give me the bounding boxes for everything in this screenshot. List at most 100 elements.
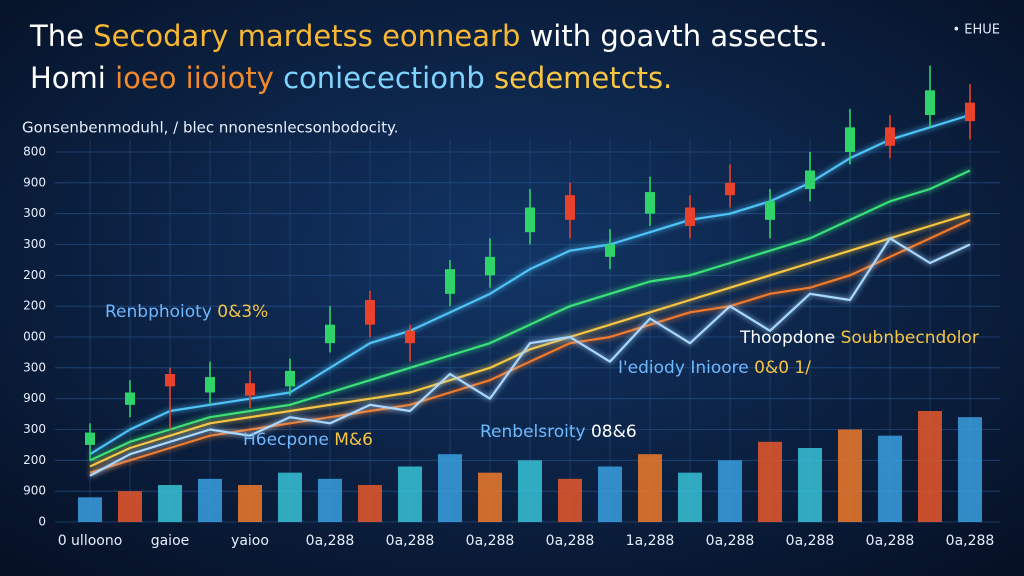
annotation-part: Soubnbecndolor: [841, 328, 979, 348]
y-tick-label: 000: [23, 330, 46, 344]
candle-body: [405, 330, 415, 344]
title-line: Homi ioeo iioioty coniecectionb sedemetc…: [30, 61, 672, 95]
y-tick-label: 900: [23, 175, 46, 189]
volume-bar: [718, 460, 742, 522]
candle-body: [965, 102, 975, 122]
x-tick-label: gaioe: [151, 533, 190, 549]
candle-body: [525, 207, 535, 233]
volume-bar: [198, 478, 222, 522]
candle-body: [725, 182, 735, 196]
line-layer: [89, 113, 971, 477]
volume-bar: [158, 485, 182, 522]
x-tick-label: 0 ulloono: [58, 533, 123, 549]
volume-bar: [958, 417, 982, 522]
volume-bar: [558, 478, 582, 522]
volume-bar: [638, 454, 662, 522]
x-tick-label: 0a,288: [866, 533, 915, 549]
volume-bar: [518, 460, 542, 522]
candle-body: [365, 300, 375, 325]
label-layer: 0 900 200 300 900 300 000 200 200 300 300 900 800 0 u…: [22, 19, 1000, 549]
y-tick-label: 300: [23, 237, 46, 251]
title-line-part: ioeo iioioty: [115, 61, 274, 95]
candle-body: [245, 383, 255, 396]
title-line-part: coniecectionb: [283, 61, 485, 95]
y-tick-label: 200: [23, 453, 46, 467]
title-line: The Secodary mardetss eonnearb with goav…: [29, 19, 828, 53]
x-tick-label: 0a,288: [546, 533, 595, 549]
candle-body: [85, 432, 95, 445]
candle-body: [645, 192, 655, 214]
volume-bar: [398, 466, 422, 522]
y-tick-label: 900: [23, 391, 46, 405]
volume-bar: [118, 491, 142, 522]
volume-bar: [318, 478, 342, 522]
volume-bar: [838, 429, 862, 522]
volume-bar: [918, 411, 942, 522]
volume-layer: [78, 411, 982, 522]
annotation: Thoopdone Soubnbecndolor: [739, 328, 979, 348]
title-line-part: Secodary mardetss eonnearb: [93, 19, 520, 53]
volume-bar: [758, 441, 782, 522]
annotation-part: H6ecpone: [243, 430, 329, 450]
moving-average-line: [89, 113, 971, 456]
annotation: Renbelsroity 08&6: [480, 422, 637, 442]
candle-body: [885, 127, 895, 146]
volume-bar: [878, 435, 902, 522]
y-tick-label: 200: [23, 299, 46, 313]
annotation-part: 0&0 1/: [754, 358, 811, 378]
candle-body: [325, 324, 335, 344]
volume-bar: [358, 485, 382, 522]
x-tick-label: 0a,288: [706, 533, 755, 549]
moving-average-line: [89, 212, 971, 468]
y-tick-label: 300: [23, 422, 46, 436]
moving-average-line: [89, 169, 971, 462]
x-tick-label: 0a,288: [786, 533, 835, 549]
x-tick-label: 0a,288: [386, 533, 435, 549]
volume-bar: [678, 472, 702, 522]
annotation-part: M&6: [334, 430, 373, 450]
x-tick-label: 0a,288: [306, 533, 355, 549]
candle-body: [685, 207, 695, 226]
volume-bar: [478, 472, 502, 522]
annotation-part: Renbelsroity: [480, 422, 586, 442]
y-tick-label: 900: [23, 484, 46, 498]
annotation: I'ediody Inioore 0&0 1/: [618, 358, 811, 378]
x-tick-label: 0a,288: [946, 533, 995, 549]
moving-average-line: [89, 237, 971, 477]
y-tick-label: 0: [38, 515, 46, 529]
annotation-part: Renbphoioty: [105, 302, 212, 322]
candle-body: [205, 377, 215, 393]
candle-body: [925, 90, 935, 115]
volume-bar: [238, 485, 262, 522]
y-tick-label: 300: [23, 206, 46, 220]
candle-body: [805, 170, 815, 189]
x-tick-label: 0a,288: [466, 533, 515, 549]
annotation: Renbphoioty 0&3%: [105, 302, 268, 322]
annotation-part: 08&6: [591, 422, 637, 442]
title-line-part: sedemetcts.: [494, 61, 672, 95]
candle-body: [605, 244, 615, 257]
title-line-part: Homi: [30, 61, 106, 95]
y-tick-label: 200: [23, 268, 46, 282]
candle-body: [845, 127, 855, 152]
y-tick-label: 300: [23, 360, 46, 374]
badge: • EHUE: [952, 23, 1000, 38]
title-line-part: The: [29, 19, 84, 53]
volume-bar: [798, 448, 822, 522]
candle-body: [125, 392, 135, 405]
candle-body: [285, 370, 295, 387]
subtitle: Gonsenbenmoduhl, / blec nnonesnlecsonbod…: [22, 119, 399, 137]
x-tick-label: 1a,288: [626, 533, 675, 549]
candle-body: [765, 201, 775, 220]
annotation: H6ecpone M&6: [243, 430, 373, 450]
candle-body: [565, 195, 575, 220]
candle-body: [165, 374, 175, 387]
annotation-part: 0&3%: [217, 302, 268, 322]
moving-average-line: [89, 218, 971, 474]
candle-body: [445, 269, 455, 294]
y-tick-label: 800: [23, 145, 46, 159]
annotation-part: I'ediody Inioore: [618, 358, 749, 378]
annotation-part: Thoopdone: [739, 328, 835, 348]
candle-layer: [85, 65, 975, 461]
